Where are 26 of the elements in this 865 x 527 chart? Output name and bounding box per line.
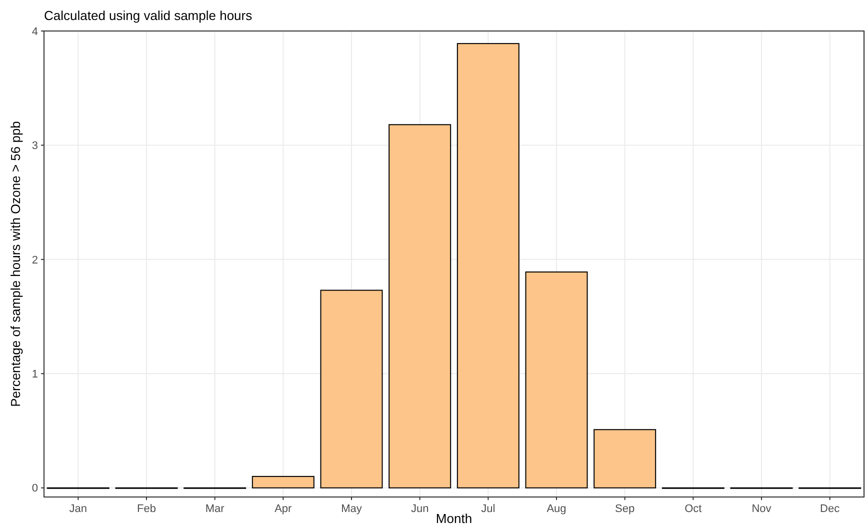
- y-axis-title: Percentage of sample hours with Ozone > 56 ppb: [8, 121, 23, 407]
- x-tick-label: Dec: [820, 503, 840, 515]
- bar: [456, 43, 520, 488]
- bar: [594, 429, 656, 488]
- bar: [525, 271, 588, 488]
- x-tick-label: Mar: [205, 503, 225, 515]
- bar: [320, 290, 383, 488]
- x-tick-label: Oct: [684, 503, 702, 515]
- x-tick-label: Aug: [546, 503, 566, 515]
- y-tick-label: 0: [32, 482, 38, 495]
- x-tick-label: Feb: [137, 503, 156, 515]
- x-tick-label: Jul: [481, 503, 496, 515]
- y-tick-label: 4: [32, 26, 38, 38]
- x-tick-label: Jun: [410, 503, 429, 515]
- y-tick-label: 3: [32, 140, 38, 152]
- x-axis-title: Month: [436, 511, 472, 526]
- chart-title: Calculated using valid sample hours: [44, 8, 253, 23]
- x-tick-label: Jan: [69, 503, 88, 515]
- x-tick-label: May: [341, 503, 362, 515]
- y-tick-label: 2: [32, 254, 38, 266]
- bar: [252, 476, 314, 488]
- x-tick-label: Apr: [274, 503, 292, 515]
- y-tick-label: 1: [32, 368, 38, 380]
- x-tick-label: Nov: [752, 503, 772, 515]
- bar: [388, 124, 452, 488]
- x-tick-label: Sep: [615, 503, 635, 515]
